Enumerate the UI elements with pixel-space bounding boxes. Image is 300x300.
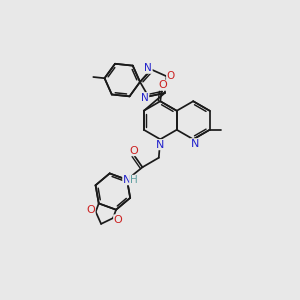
Text: O: O	[86, 205, 95, 215]
Text: N: N	[123, 175, 131, 185]
Text: O: O	[167, 71, 175, 81]
Text: N: N	[141, 93, 149, 103]
Text: O: O	[158, 80, 167, 90]
Text: O: O	[129, 146, 138, 156]
Text: N: N	[144, 63, 152, 73]
Text: N: N	[190, 139, 199, 149]
Text: N: N	[156, 140, 164, 150]
Text: H: H	[130, 175, 137, 185]
Text: O: O	[114, 215, 122, 225]
